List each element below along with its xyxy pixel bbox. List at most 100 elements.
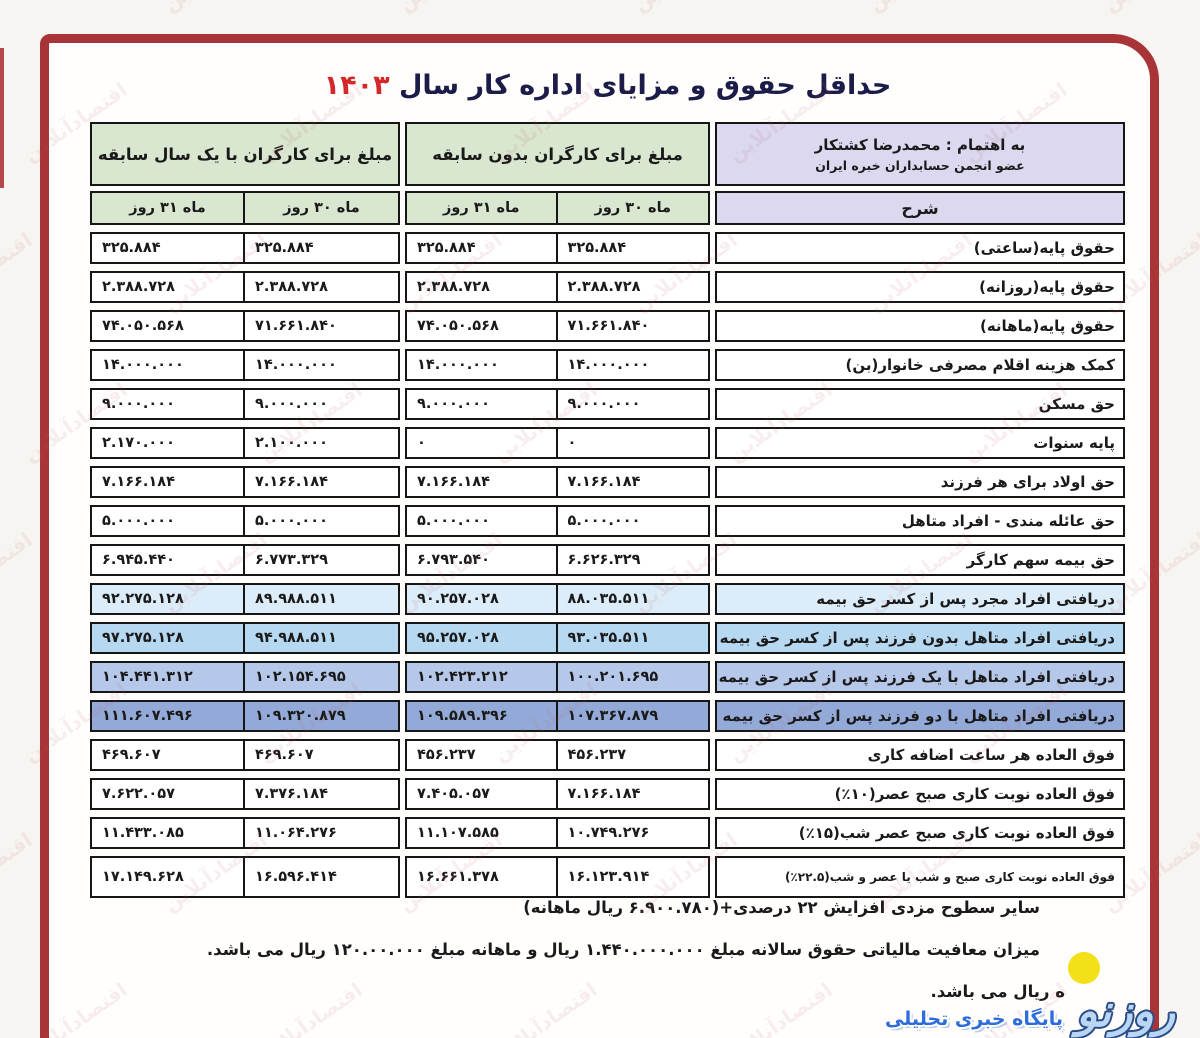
table-row: حق بیمه سهم کارگر ۶.۶۲۶.۳۲۹ ۶.۷۹۳.۵۴۰ ۶.…	[90, 544, 1125, 576]
column-header-description: شرح	[715, 191, 1125, 225]
value-oneyear-31day: ۵.۰۰۰.۰۰۰	[92, 507, 245, 535]
row-label: حقوق پایه(ماهانه)	[715, 310, 1125, 342]
row-values-one-year: ۳۲۵.۸۸۴ ۳۲۵.۸۸۴	[90, 232, 400, 264]
watermark-text: اقتصادآنلاین	[159, 0, 272, 16]
row-values-no-experience: ۷.۱۶۶.۱۸۴ ۷.۴۰۵.۰۵۷	[405, 778, 710, 810]
value-noexp-31day: ۲.۳۸۸.۷۲۸	[407, 273, 558, 301]
row-values-no-experience: ۱۰۰.۲۰۱.۶۹۵ ۱۰۲.۴۲۳.۲۱۲	[405, 661, 710, 693]
value-noexp-30day: ۹.۰۰۰.۰۰۰	[557, 390, 708, 418]
value-noexp-31day: ۱۴.۰۰۰.۰۰۰	[407, 351, 558, 379]
row-label: دریافتی افراد مجرد پس از کسر حق بیمه	[715, 583, 1125, 615]
column-header-month31: ماه ۳۱ روز	[92, 193, 245, 223]
logo-tagline: پایگاه خبری تحلیلی	[884, 1008, 1063, 1030]
row-values-no-experience: ۹۳.۰۳۵.۵۱۱ ۹۵.۲۵۷.۰۲۸	[405, 622, 710, 654]
attribution-name: به اهتمام : محمدرضا کشتکار	[814, 135, 1026, 154]
value-noexp-30day: ۷.۱۶۶.۱۸۴	[557, 780, 708, 808]
table-header-groups: به اهتمام : محمدرضا کشتکار عضو انجمن حسا…	[90, 122, 1125, 186]
value-noexp-30day: ۹۳.۰۳۵.۵۱۱	[557, 624, 708, 652]
row-values-one-year: ۵.۰۰۰.۰۰۰ ۵.۰۰۰.۰۰۰	[90, 505, 400, 537]
watermark-text: اقتصادآنلاین	[1194, 377, 1200, 467]
value-oneyear-30day: ۹۴.۹۸۸.۵۱۱	[245, 624, 398, 652]
value-oneyear-30day: ۶.۷۷۳.۳۲۹	[245, 546, 398, 574]
page-title-text: حداقل حقوق و مزایای اداره کار سال	[398, 70, 892, 101]
value-oneyear-31day: ۹.۰۰۰.۰۰۰	[92, 390, 245, 418]
rooznow-logo: روزنو پایگاه خبری تحلیلی	[845, 952, 1175, 1038]
table-row: حقوق پایه(ماهانه) ۷۱.۶۶۱.۸۴۰ ۷۴.۰۵۰.۵۶۸ …	[90, 310, 1125, 342]
row-values-one-year: ۱۰۲.۱۵۴.۶۹۵ ۱۰۴.۴۴۱.۳۱۲	[90, 661, 400, 693]
row-label: فوق العاده نوبت کاری صبح و شب یا عصر و ش…	[715, 856, 1125, 898]
value-oneyear-31day: ۱۷.۱۴۹.۶۲۸	[92, 858, 245, 896]
column-header-month30: ماه ۳۰ روز	[245, 193, 398, 223]
row-values-no-experience: ۳۲۵.۸۸۴ ۳۲۵.۸۸۴	[405, 232, 710, 264]
group-header-no-experience: مبلغ برای کارگران بدون سابقه	[405, 122, 710, 186]
table-row: فوق العاده نوبت کاری صبح عصر شب(۱۵٪) ۱۰.…	[90, 817, 1125, 849]
table-row: دریافتی افراد متاهل با دو فرزند پس از کس…	[90, 700, 1125, 732]
table-row: فوق العاده هر ساعت اضافه کاری ۴۵۶.۲۳۷ ۴۵…	[90, 739, 1125, 771]
value-oneyear-30day: ۳۲۵.۸۸۴	[245, 234, 398, 262]
row-values-one-year: ۲.۱۰۰.۰۰۰ ۲.۱۷۰.۰۰۰	[90, 427, 400, 459]
value-oneyear-30day: ۱۶.۵۹۶.۴۱۴	[245, 858, 398, 896]
value-oneyear-30day: ۷۱.۶۶۱.۸۴۰	[245, 312, 398, 340]
row-values-one-year: ۲.۳۸۸.۷۲۸ ۲.۳۸۸.۷۲۸	[90, 271, 400, 303]
value-oneyear-30day: ۲.۱۰۰.۰۰۰	[245, 429, 398, 457]
row-values-no-experience: ۴۵۶.۲۳۷ ۴۵۶.۲۳۷	[405, 739, 710, 771]
value-oneyear-30day: ۱۰۹.۳۲۰.۸۷۹	[245, 702, 398, 730]
row-values-no-experience: ۱۶.۱۲۳.۹۱۴ ۱۶.۶۶۱.۳۷۸	[405, 856, 710, 898]
value-oneyear-30day: ۵.۰۰۰.۰۰۰	[245, 507, 398, 535]
row-values-one-year: ۹۴.۹۸۸.۵۱۱ ۹۷.۲۷۵.۱۲۸	[90, 622, 400, 654]
table-body: حقوق پایه(ساعتی) ۳۲۵.۸۸۴ ۳۲۵.۸۸۴ ۳۲۵.۸۸۴…	[90, 232, 1125, 898]
value-noexp-31day: ۷.۱۶۶.۱۸۴	[407, 468, 558, 496]
value-oneyear-30day: ۱۴.۰۰۰.۰۰۰	[245, 351, 398, 379]
value-oneyear-30day: ۱۱.۰۶۴.۲۷۶	[245, 819, 398, 847]
value-oneyear-30day: ۲.۳۸۸.۷۲۸	[245, 273, 398, 301]
value-oneyear-31day: ۲.۳۸۸.۷۲۸	[92, 273, 245, 301]
column-header-month31: ماه ۳۱ روز	[407, 193, 558, 223]
value-noexp-30day: ۸۸.۰۳۵.۵۱۱	[557, 585, 708, 613]
value-noexp-31day: ۱۱.۱۰۷.۵۸۵	[407, 819, 558, 847]
value-noexp-31day: ۰	[407, 429, 558, 457]
row-values-one-year: ۷.۱۶۶.۱۸۴ ۷.۱۶۶.۱۸۴	[90, 466, 400, 498]
row-values-no-experience: ۱۰۷.۳۶۷.۸۷۹ ۱۰۹.۵۸۹.۳۹۶	[405, 700, 710, 732]
row-label: کمک هزینه اقلام مصرفی خانوار(بن)	[715, 349, 1125, 381]
value-oneyear-31day: ۷.۶۲۲.۰۵۷	[92, 780, 245, 808]
watermark-text: اقتصادآنلاین	[0, 227, 37, 317]
watermark-text: اقتصادآنلاین	[0, 827, 37, 917]
watermark-text: اقتصادآنلاین	[629, 0, 742, 16]
value-noexp-31day: ۱۰۲.۴۲۳.۲۱۲	[407, 663, 558, 691]
value-oneyear-30day: ۷.۳۷۶.۱۸۴	[245, 780, 398, 808]
page-title: حداقل حقوق و مزایای اداره کار سال ۱۴۰۳	[90, 70, 1125, 101]
value-noexp-30day: ۴۵۶.۲۳۷	[557, 741, 708, 769]
logo-wordmark: روزنو	[1076, 986, 1175, 1037]
value-oneyear-31day: ۶.۹۴۵.۴۴۰	[92, 546, 245, 574]
row-label: فوق العاده هر ساعت اضافه کاری	[715, 739, 1125, 771]
value-oneyear-30day: ۹.۰۰۰.۰۰۰	[245, 390, 398, 418]
row-label: دریافتی افراد متاهل بدون فرزند پس از کسر…	[715, 622, 1125, 654]
row-values-no-experience: ۸۸.۰۳۵.۵۱۱ ۹۰.۲۵۷.۰۲۸	[405, 583, 710, 615]
watermark-text: اقتصادآنلاین	[394, 0, 507, 16]
row-values-one-year: ۶.۷۷۳.۳۲۹ ۶.۹۴۵.۴۴۰	[90, 544, 400, 576]
value-noexp-30day: ۱۰۷.۳۶۷.۸۷۹	[557, 702, 708, 730]
value-noexp-31day: ۹.۰۰۰.۰۰۰	[407, 390, 558, 418]
value-oneyear-30day: ۴۶۹.۶۰۷	[245, 741, 398, 769]
watermark-text: اقتصادآنلاین	[1194, 677, 1200, 767]
value-noexp-31day: ۱۰۹.۵۸۹.۳۹۶	[407, 702, 558, 730]
row-label: حق مسکن	[715, 388, 1125, 420]
value-oneyear-31day: ۹۷.۲۷۵.۱۲۸	[92, 624, 245, 652]
row-label: حقوق پایه(روزانه)	[715, 271, 1125, 303]
salary-table: به اهتمام : محمدرضا کشتکار عضو انجمن حسا…	[90, 122, 1125, 898]
row-values-one-year: ۱۴.۰۰۰.۰۰۰ ۱۴.۰۰۰.۰۰۰	[90, 349, 400, 381]
value-oneyear-31day: ۷۴.۰۵۰.۵۶۸	[92, 312, 245, 340]
table-row: دریافتی افراد متاهل بدون فرزند پس از کسر…	[90, 622, 1125, 654]
table-row: حق عائله مندی - افراد متاهل ۵.۰۰۰.۰۰۰ ۵.…	[90, 505, 1125, 537]
row-label: دریافتی افراد متاهل با دو فرزند پس از کس…	[715, 700, 1125, 732]
table-row: حق اولاد برای هر فرزند ۷.۱۶۶.۱۸۴ ۷.۱۶۶.۱…	[90, 466, 1125, 498]
watermark-text: اقتصادآنلاین	[864, 0, 977, 16]
watermark-text: اقتصادآنلاین	[1194, 77, 1200, 167]
value-oneyear-31day: ۹۲.۲۷۵.۱۲۸	[92, 585, 245, 613]
value-noexp-30day: ۳۲۵.۸۸۴	[557, 234, 708, 262]
table-subheader: شرح ماه ۳۰ روز ماه ۳۱ روز ماه ۳۰ روز ماه…	[90, 191, 1125, 225]
table-row: دریافتی افراد متاهل با یک فرزند پس از کس…	[90, 661, 1125, 693]
value-noexp-30day: ۱۰۰.۲۰۱.۶۹۵	[557, 663, 708, 691]
value-oneyear-30day: ۱۰۲.۱۵۴.۶۹۵	[245, 663, 398, 691]
watermark-text: اقتصادآنلاین	[1194, 977, 1200, 1038]
